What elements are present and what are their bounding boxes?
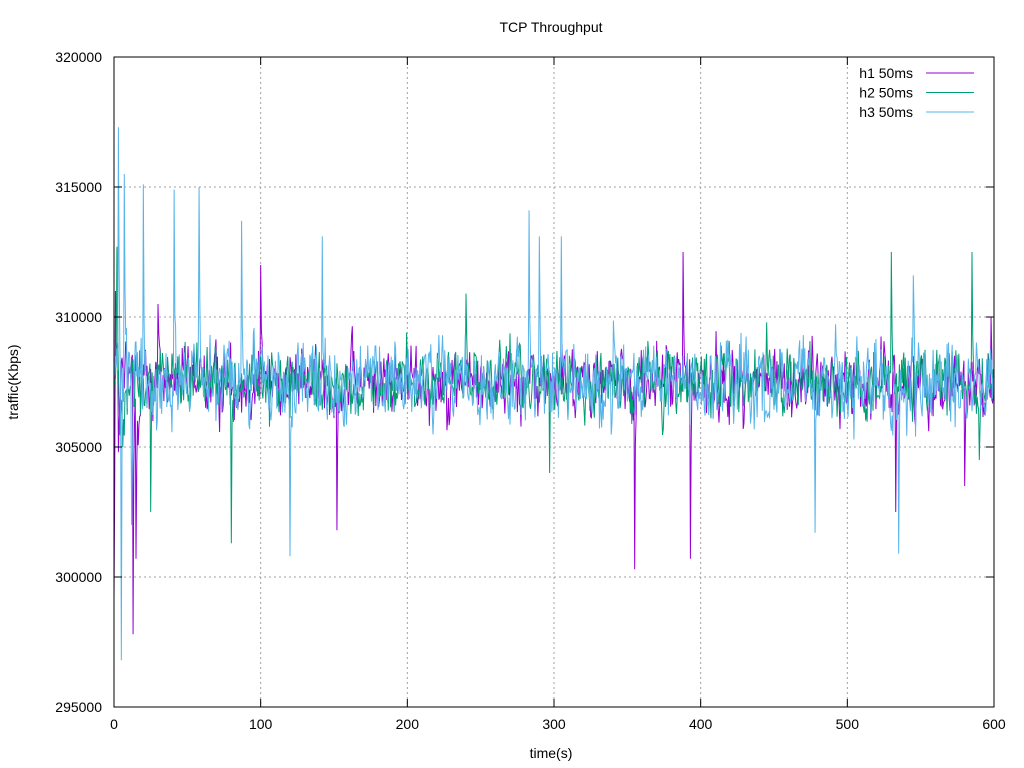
chart-title: TCP Throughput: [500, 19, 603, 35]
x-tick-label: 100: [249, 716, 273, 732]
y-tick-label: 310000: [55, 309, 102, 325]
x-tick-label: 500: [836, 716, 860, 732]
legend: h1 50ms h2 50ms h3 50ms: [859, 65, 974, 120]
x-tick-label: 0: [110, 716, 118, 732]
plot-area: [114, 127, 994, 661]
y-tick-label: 315000: [55, 179, 102, 195]
x-axis-ticks: 0 100 200 300 400 500 600: [110, 57, 1006, 732]
legend-entry-label: h2 50ms: [859, 85, 913, 101]
y-tick-label: 305000: [55, 439, 102, 455]
x-axis-label: time(s): [530, 745, 573, 761]
series-line-h3-50ms: [114, 127, 994, 661]
y-tick-label: 320000: [55, 49, 102, 65]
x-tick-label: 200: [396, 716, 420, 732]
y-tick-label: 300000: [55, 569, 102, 585]
grid-lines: [114, 57, 994, 707]
x-tick-label: 300: [542, 716, 566, 732]
y-axis-label: traffic(Kbps): [5, 344, 21, 419]
legend-entry-label: h3 50ms: [859, 104, 913, 120]
legend-entry-label: h1 50ms: [859, 65, 913, 81]
y-axis-ticks: 295000 300000 305000 310000 315000 320000: [55, 49, 994, 715]
x-tick-label: 600: [982, 716, 1006, 732]
x-tick-label: 400: [689, 716, 713, 732]
y-tick-label: 295000: [55, 699, 102, 715]
